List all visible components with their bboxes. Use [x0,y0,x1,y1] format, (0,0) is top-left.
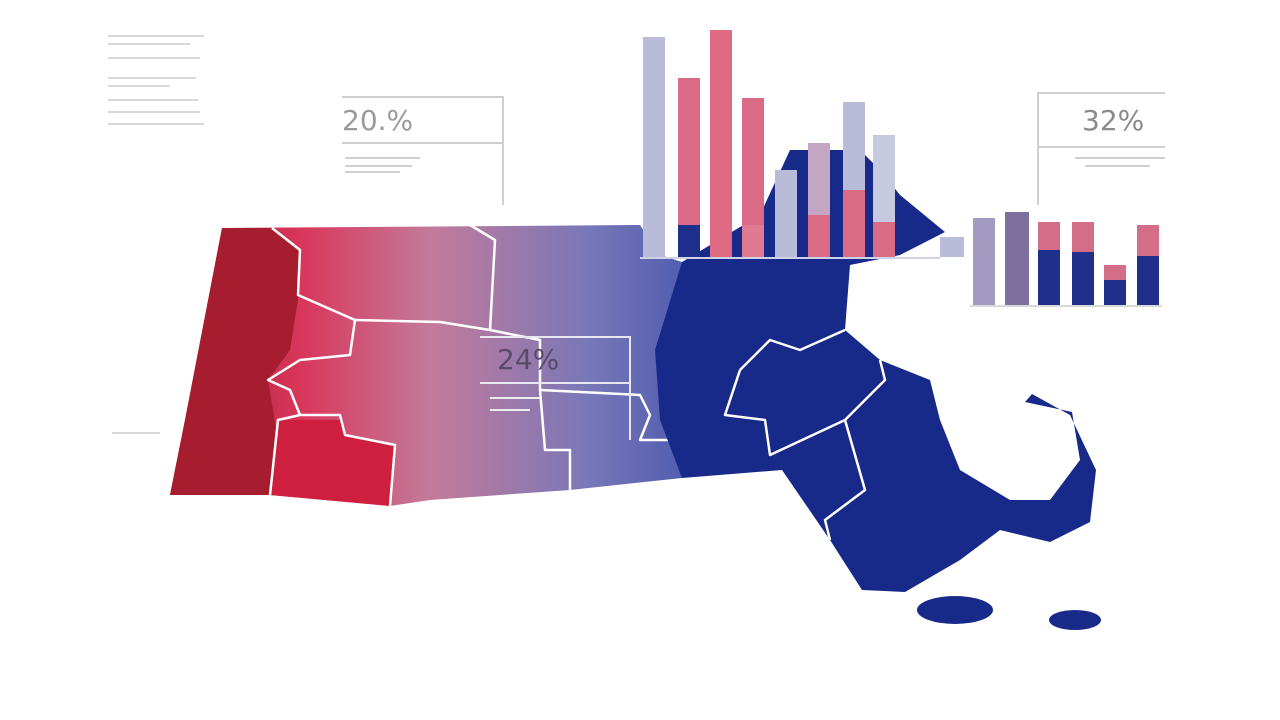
decor-bars [970,212,1162,307]
island [1049,610,1101,630]
label-box: 32% [1037,92,1165,205]
eastern-region [655,150,1096,592]
label-box: 24% [480,336,631,440]
west-county [170,228,300,495]
label-box: 20.% [342,96,504,205]
percent-label: 20.% [342,104,413,137]
decor-lines [108,35,204,434]
island [917,596,993,624]
percent-label: 32% [1082,104,1144,137]
decor-bars [640,30,964,259]
county-lines [723,328,887,541]
county-lines [266,223,682,507]
percent-label: 24% [497,343,559,376]
west-county [270,420,395,506]
